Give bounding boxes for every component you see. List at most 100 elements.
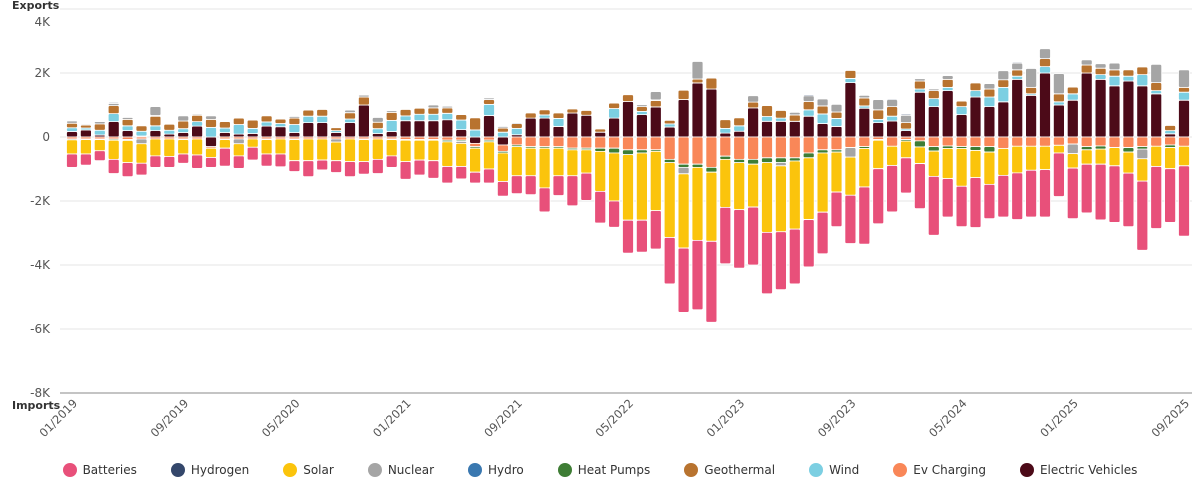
bar-segment-batteries[interactable] bbox=[705, 240, 718, 323]
bar-stack[interactable] bbox=[385, 110, 398, 168]
bar-segment-ev-charging[interactable] bbox=[566, 136, 579, 149]
bar-segment-heat-pumps[interactable] bbox=[1080, 146, 1093, 151]
bar-segment-electric-vehicles[interactable] bbox=[649, 106, 662, 138]
bar-segment-ev-charging[interactable] bbox=[761, 136, 773, 159]
bar-segment-ev-charging[interactable] bbox=[914, 136, 926, 142]
bar-segment-wind[interactable] bbox=[1039, 66, 1051, 74]
bar-segment-solar[interactable] bbox=[455, 142, 468, 167]
bar-stack[interactable] bbox=[510, 122, 523, 195]
bar-segment-electric-vehicles[interactable] bbox=[733, 130, 746, 138]
bar-segment-ev-charging[interactable] bbox=[594, 136, 607, 149]
bar-segment-heat-pumps[interactable] bbox=[983, 146, 996, 153]
bar-segment-geothermal[interactable] bbox=[830, 111, 843, 119]
bar-stack[interactable] bbox=[733, 117, 746, 269]
bar-segment-batteries[interactable] bbox=[955, 185, 968, 227]
bar-segment-solar[interactable] bbox=[1164, 147, 1176, 170]
bar-segment-geothermal[interactable] bbox=[496, 127, 509, 133]
bar-segment-electric-vehicles[interactable] bbox=[636, 114, 648, 138]
bar-segment-nuclear[interactable] bbox=[1053, 73, 1065, 95]
bar-segment-ev-charging[interactable] bbox=[1164, 136, 1176, 146]
bar-segment-hydrogen[interactable] bbox=[802, 94, 815, 97]
bar-segment-ev-charging[interactable] bbox=[1108, 136, 1121, 148]
bar-segment-batteries[interactable] bbox=[121, 162, 134, 178]
bar-segment-electric-vehicles[interactable] bbox=[344, 122, 356, 138]
bar-stack[interactable] bbox=[566, 108, 579, 207]
bar-segment-electric-vehicles[interactable] bbox=[260, 125, 273, 138]
bar-segment-ev-charging[interactable] bbox=[983, 136, 996, 147]
bar-segment-solar[interactable] bbox=[371, 138, 384, 160]
bar-stack[interactable] bbox=[163, 123, 176, 168]
bar-segment-nuclear[interactable] bbox=[886, 99, 898, 107]
bar-segment-electric-vehicles[interactable] bbox=[1011, 79, 1024, 138]
bar-segment-electric-vehicles[interactable] bbox=[427, 120, 440, 138]
bar-segment-geothermal[interactable] bbox=[385, 111, 398, 121]
bar-segment-heat-pumps[interactable] bbox=[622, 149, 634, 156]
bar-segment-geothermal[interactable] bbox=[886, 106, 898, 117]
bar-segment-solar[interactable] bbox=[747, 163, 759, 208]
bar-segment-geothermal[interactable] bbox=[691, 78, 704, 84]
bar-segment-ev-charging[interactable] bbox=[1053, 136, 1065, 146]
bar-segment-solar[interactable] bbox=[955, 148, 968, 187]
bar-segment-solar[interactable] bbox=[802, 157, 815, 220]
bar-segment-electric-vehicles[interactable] bbox=[316, 122, 329, 138]
bar-segment-batteries[interactable] bbox=[399, 161, 412, 180]
bar-segment-electric-vehicles[interactable] bbox=[816, 123, 829, 138]
bar-segment-geothermal[interactable] bbox=[316, 109, 329, 117]
bar-stack[interactable] bbox=[1136, 66, 1149, 251]
bar-segment-electric-vehicles[interactable] bbox=[441, 119, 454, 138]
bar-stack[interactable] bbox=[232, 117, 245, 169]
bar-segment-electric-vehicles[interactable] bbox=[1039, 72, 1051, 138]
bar-segment-batteries[interactable] bbox=[385, 155, 398, 168]
legend-item-solar[interactable]: Solar bbox=[283, 463, 334, 477]
bar-segment-batteries[interactable] bbox=[93, 150, 106, 162]
bar-segment-hydrogen[interactable] bbox=[886, 98, 898, 100]
bar-segment-ev-charging[interactable] bbox=[886, 136, 898, 147]
bar-segment-electric-vehicles[interactable] bbox=[1136, 85, 1149, 138]
bar-segment-solar[interactable] bbox=[677, 173, 690, 249]
bar-segment-heat-pumps[interactable] bbox=[677, 163, 690, 168]
bar-segment-geothermal[interactable] bbox=[636, 106, 648, 112]
bar-segment-ev-charging[interactable] bbox=[538, 136, 551, 147]
bar-segment-batteries[interactable] bbox=[205, 157, 217, 168]
bar-stack[interactable] bbox=[455, 114, 468, 180]
bar-segment-ev-charging[interactable] bbox=[1178, 136, 1190, 147]
bar-segment-electric-vehicles[interactable] bbox=[900, 130, 912, 138]
bar-stack[interactable] bbox=[441, 105, 454, 184]
bar-segment-wind[interactable] bbox=[927, 98, 940, 107]
bar-segment-wind[interactable] bbox=[733, 125, 746, 132]
bar-segment-ev-charging[interactable] bbox=[691, 136, 704, 165]
bar-segment-batteries[interactable] bbox=[900, 157, 912, 194]
bar-segment-nuclear[interactable] bbox=[900, 114, 912, 123]
bar-stack[interactable] bbox=[399, 109, 412, 180]
bar-segment-nuclear[interactable] bbox=[983, 83, 996, 90]
bar-segment-batteries[interactable] bbox=[538, 187, 551, 213]
bar-segment-batteries[interactable] bbox=[413, 159, 426, 176]
bar-segment-heat-pumps[interactable] bbox=[747, 158, 759, 165]
bar-segment-solar[interactable] bbox=[246, 138, 259, 148]
bar-stack[interactable] bbox=[719, 119, 732, 265]
bar-segment-electric-vehicles[interactable] bbox=[872, 122, 885, 138]
bar-segment-electric-vehicles[interactable] bbox=[1164, 133, 1176, 138]
bar-segment-wind[interactable] bbox=[1108, 75, 1121, 87]
bar-segment-nuclear[interactable] bbox=[802, 95, 815, 102]
bar-segment-batteries[interactable] bbox=[566, 175, 579, 207]
bar-segment-solar[interactable] bbox=[761, 162, 773, 233]
bar-segment-wind[interactable] bbox=[761, 116, 773, 122]
bar-segment-geothermal[interactable] bbox=[844, 70, 857, 79]
bar-segment-solar[interactable] bbox=[357, 139, 370, 163]
bar-segment-ev-charging[interactable] bbox=[802, 136, 815, 154]
bar-stack[interactable] bbox=[663, 119, 676, 285]
legend-item-electric-vehicles[interactable]: Electric Vehicles bbox=[1019, 463, 1137, 477]
bar-segment-electric-vehicles[interactable] bbox=[274, 126, 287, 138]
bar-segment-solar[interactable] bbox=[830, 151, 843, 193]
bar-segment-batteries[interactable] bbox=[872, 168, 885, 225]
bar-segment-wind[interactable] bbox=[510, 127, 523, 136]
bar-segment-solar[interactable] bbox=[177, 139, 190, 155]
bar-segment-solar[interactable] bbox=[399, 139, 412, 163]
bar-segment-batteries[interactable] bbox=[218, 147, 231, 167]
bar-segment-nuclear[interactable] bbox=[66, 120, 78, 124]
bar-segment-solar[interactable] bbox=[205, 147, 217, 158]
bar-stack[interactable] bbox=[900, 113, 912, 194]
bar-segment-batteries[interactable] bbox=[622, 219, 634, 254]
bar-segment-electric-vehicles[interactable] bbox=[552, 126, 565, 138]
